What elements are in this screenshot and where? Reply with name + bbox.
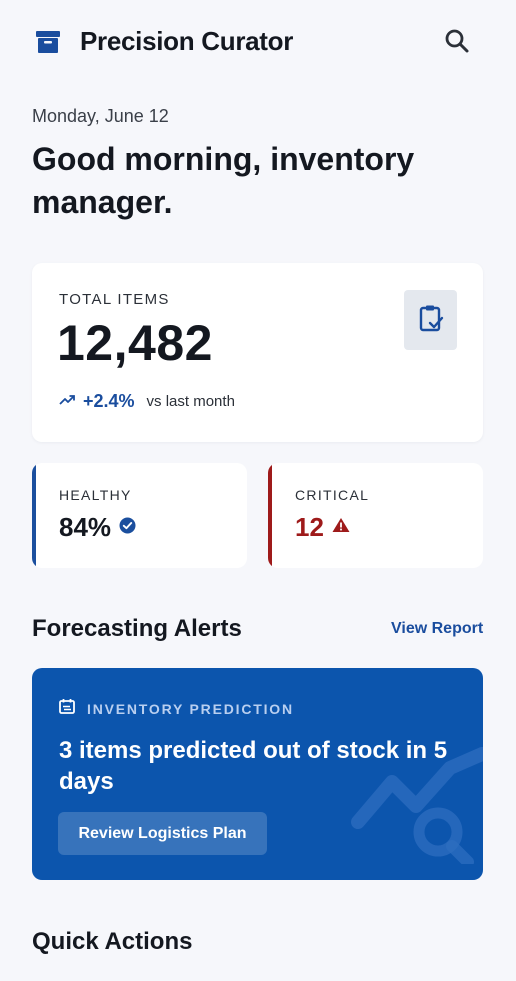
trending-up-icon <box>59 393 75 411</box>
clipboard-check-icon <box>417 303 445 338</box>
review-logistics-plan-button[interactable]: Review Logistics Plan <box>58 812 267 855</box>
forecasting-alerts-heading: Forecasting Alerts <box>32 615 242 642</box>
critical-accent-bar <box>268 463 272 568</box>
prediction-header: INVENTORY PREDICTION <box>59 698 294 719</box>
total-items-card: TOTAL ITEMS 12,482 +2.4% vs last month <box>32 263 483 442</box>
critical-label: CRITICAL <box>295 487 370 503</box>
prediction-label: INVENTORY PREDICTION <box>87 700 294 717</box>
app-header: Precision Curator <box>0 0 516 82</box>
warning-triangle-icon <box>332 517 350 538</box>
archive-box-icon <box>34 28 62 56</box>
quick-actions-heading: Quick Actions <box>32 928 193 955</box>
critical-value: 12 <box>295 512 324 542</box>
critical-value-row: 12 <box>295 512 350 543</box>
clipboard-badge <box>404 290 457 350</box>
inventory-prediction-card: INVENTORY PREDICTION 3 items predicted o… <box>32 668 483 880</box>
calendar-swap-icon <box>59 698 75 719</box>
total-items-label: TOTAL ITEMS <box>59 291 170 308</box>
app-title: Precision Curator <box>80 26 294 56</box>
healthy-stat-card[interactable]: HEALTHY 84% <box>32 463 247 568</box>
prediction-headline: 3 items predicted out of stock in 5 days <box>59 737 448 795</box>
search-icon <box>444 28 470 59</box>
total-items-value: 12,482 <box>57 315 213 371</box>
trend-row: +2.4% vs last month <box>59 391 235 412</box>
current-date: Monday, June 12 <box>32 106 169 126</box>
chart-search-icon <box>350 744 483 868</box>
critical-stat-card[interactable]: CRITICAL 12 <box>268 463 483 568</box>
healthy-value: 84% <box>59 512 112 542</box>
verified-check-icon <box>119 517 136 539</box>
healthy-label: HEALTHY <box>59 487 132 503</box>
view-report-link[interactable]: View Report <box>391 620 484 637</box>
search-button[interactable] <box>440 26 474 60</box>
greeting-heading: Good morning, inventory manager. <box>32 141 415 220</box>
trend-value: +2.4% <box>83 391 135 411</box>
healthy-accent-bar <box>32 463 36 568</box>
trend-caption: vs last month <box>146 393 235 410</box>
healthy-value-row: 84% <box>59 512 136 543</box>
